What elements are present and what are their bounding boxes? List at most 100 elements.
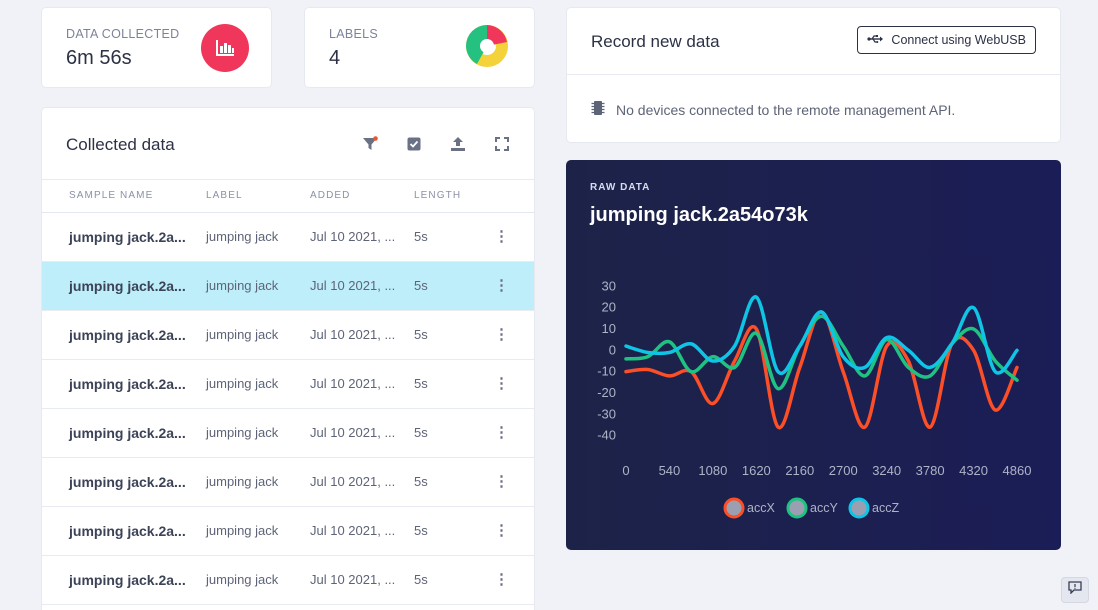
row-actions-cell: ⋮ (494, 408, 534, 458)
row-actions-cell: ⋮ (494, 506, 534, 556)
bar-chart-icon (201, 24, 249, 72)
label-cell: jumping jack (206, 310, 310, 360)
table-row[interactable]: jumping jack.2a... jumping jack Jul 10 202… (42, 555, 534, 605)
chip-icon (591, 100, 605, 119)
column-added[interactable]: ADDED (310, 180, 414, 213)
column-length[interactable]: LENGTH (414, 180, 494, 213)
added-cell: Jul 10 2021, ... (310, 310, 414, 360)
y-tick-label: -40 (597, 428, 616, 443)
length-cell: 5s (414, 506, 494, 556)
length-cell: 5s (414, 261, 494, 311)
collected-data-panel: Collected data SAMPLE NAME LABEL ADDED L… (41, 107, 535, 610)
more-options-icon[interactable]: ⋮ (494, 522, 509, 539)
feedback-icon (1068, 581, 1082, 599)
filter-icon[interactable] (360, 134, 380, 154)
labels-value: 4 (329, 47, 341, 69)
table-row[interactable]: jumping jack.2a... jumping jack Jul 10 202… (42, 457, 534, 507)
label-cell: jumping jack (206, 457, 310, 507)
y-tick-label: -20 (597, 385, 616, 400)
legend-label: accZ (872, 501, 899, 515)
length-cell: 5s (414, 408, 494, 458)
more-options-icon[interactable]: ⋮ (494, 571, 509, 588)
table-row[interactable]: jumping jack.2a... jumping jack Jul 10 202… (42, 310, 534, 360)
sample-name-cell: jumping jack.2a... (42, 555, 206, 605)
row-actions-cell: ⋮ (494, 555, 534, 605)
upload-icon[interactable] (448, 134, 468, 154)
connect-webusb-button[interactable]: Connect using WebUSB (857, 26, 1036, 54)
feedback-button[interactable] (1061, 577, 1089, 603)
length-cell: 5s (414, 310, 494, 360)
device-status: No devices connected to the remote manag… (591, 100, 955, 119)
sample-name-cell: jumping jack.2a... (42, 359, 206, 409)
y-tick-label: -30 (597, 406, 616, 421)
collected-data-header: Collected data (42, 108, 534, 180)
label-cell: jumping jack (206, 261, 310, 311)
more-options-icon[interactable]: ⋮ (494, 473, 509, 490)
raw-data-chart: 30 20 10 0 -10 -20 -30 -40 0 540 1080 1620 2160 2700 3… (597, 278, 1031, 519)
label-cell: jumping jack (206, 506, 310, 556)
more-options-icon[interactable]: ⋮ (494, 326, 509, 343)
x-tick-label: 4320 (959, 463, 988, 478)
more-options-icon[interactable]: ⋮ (494, 375, 509, 392)
table-row[interactable]: jumping jack.2a... jumping jack Jul 10 202… (42, 408, 534, 458)
sample-name-cell: jumping jack.2a... (42, 310, 206, 360)
table-row[interactable]: jumping jack.2a... jumping jack Jul 10 202… (42, 212, 534, 262)
column-label[interactable]: LABEL (206, 180, 310, 213)
y-tick-label: 10 (602, 321, 616, 336)
more-options-icon[interactable]: ⋮ (494, 228, 509, 245)
x-tick-label: 540 (659, 463, 681, 478)
row-actions-cell: ⋮ (494, 212, 534, 262)
connect-webusb-label: Connect using WebUSB (891, 33, 1026, 47)
table-row[interactable]: jumping jack.2a... jumping jack Jul 10 202… (42, 506, 534, 556)
added-cell: Jul 10 2021, ... (310, 359, 414, 409)
labels-card: LABELS 4 (304, 7, 535, 88)
legend-marker-accY (786, 497, 808, 519)
sample-name-cell: jumping jack.2a... (42, 212, 206, 262)
added-cell: Jul 10 2021, ... (310, 408, 414, 458)
label-cell: jumping jack (206, 555, 310, 605)
label-cell: jumping jack (206, 359, 310, 409)
more-options-icon[interactable]: ⋮ (494, 277, 509, 294)
raw-data-card: RAW DATA jumping jack.2a54o73k 30 20 10 0 -1… (566, 160, 1061, 550)
data-collected-label: DATA COLLECTED (66, 27, 180, 41)
column-sample-name[interactable]: SAMPLE NAME (42, 180, 206, 213)
length-cell: 5s (414, 457, 494, 507)
x-tick-label: 1080 (698, 463, 727, 478)
legend-label: accX (747, 501, 775, 515)
record-new-data-panel: Record new data Connect using WebUSB No … (566, 7, 1061, 143)
added-cell: Jul 10 2021, ... (310, 506, 414, 556)
x-tick-label: 2160 (785, 463, 814, 478)
record-title: Record new data (591, 32, 720, 51)
sample-name-cell: jumping jack.2a... (42, 408, 206, 458)
collected-data-table: SAMPLE NAME LABEL ADDED LENGTH jumping j… (42, 180, 534, 605)
collected-data-title: Collected data (66, 135, 175, 154)
added-cell: Jul 10 2021, ... (310, 555, 414, 605)
raw-data-title: jumping jack.2a54o73k (590, 204, 808, 226)
more-options-icon[interactable]: ⋮ (494, 424, 509, 441)
length-cell: 5s (414, 212, 494, 262)
expand-icon[interactable] (492, 134, 512, 154)
x-tick-label: 3240 (872, 463, 901, 478)
y-tick-label: 20 (602, 300, 616, 315)
row-actions-cell: ⋮ (494, 359, 534, 409)
sample-name-cell: jumping jack.2a... (42, 457, 206, 507)
row-actions-cell: ⋮ (494, 310, 534, 360)
legend-label: accY (810, 501, 838, 515)
legend-marker-accZ (848, 497, 870, 519)
table-row[interactable]: jumping jack.2a... jumping jack Jul 10 202… (42, 359, 534, 409)
row-actions-cell: ⋮ (494, 457, 534, 507)
raw-data-kicker: RAW DATA (590, 182, 651, 193)
table-row[interactable]: jumping jack.2a... jumping jack Jul 10 202… (42, 261, 534, 311)
length-cell: 5s (414, 555, 494, 605)
column-actions (494, 180, 534, 213)
x-tick-label: 3780 (916, 463, 945, 478)
donut-chart-icon (463, 22, 511, 70)
device-status-text: No devices connected to the remote manag… (616, 101, 956, 118)
data-collected-value: 6m 56s (66, 47, 132, 69)
label-cell: jumping jack (206, 408, 310, 458)
length-cell: 5s (414, 359, 494, 409)
added-cell: Jul 10 2021, ... (310, 212, 414, 262)
select-checkbox-icon[interactable] (404, 134, 424, 154)
data-collected-card: DATA COLLECTED 6m 56s (41, 7, 272, 88)
y-tick-label: -10 (597, 364, 616, 379)
